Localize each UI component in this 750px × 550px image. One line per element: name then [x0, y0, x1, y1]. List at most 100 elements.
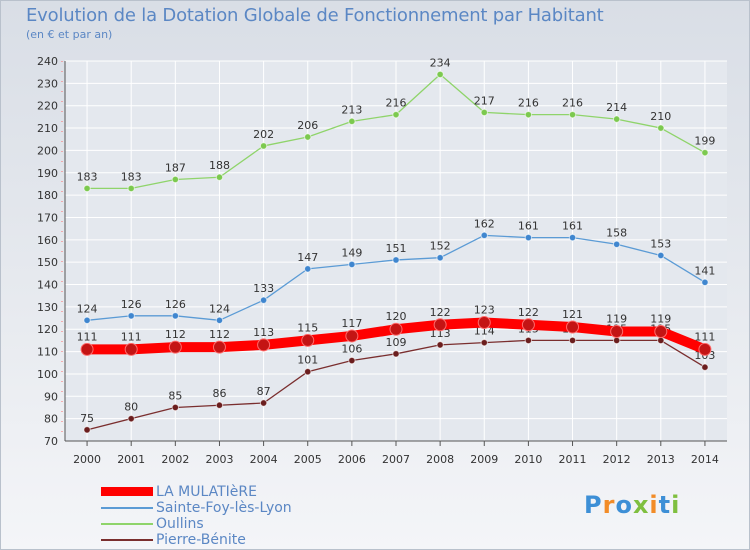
data-label-oullins-2004: 202: [253, 128, 274, 141]
data-label-sainte-foy-l-s-lyon-2014: 141: [694, 264, 715, 277]
point-la-mulati-re-2011: [566, 320, 580, 334]
data-label-pierre-b-nite-2003: 86: [212, 387, 226, 400]
legend-swatch-pierre-benite: [101, 539, 153, 541]
x-tick-label-2011: 2011: [559, 453, 587, 466]
x-tick-label-2000: 2000: [73, 453, 101, 466]
logo-letter: i: [671, 491, 681, 519]
point-la-mulati-re-2008: [433, 318, 447, 332]
x-tick-label-2007: 2007: [382, 453, 410, 466]
data-label-la-mulati-re-2002: 112: [165, 328, 186, 341]
point-pierre-b-nite-2014: [701, 363, 709, 371]
chart-title: Evolution de la Dotation Globale de Fonc…: [26, 5, 604, 26]
point-oullins-2010: [524, 110, 533, 119]
point-pierre-b-nite-2013: [657, 336, 665, 345]
data-label-oullins-2005: 206: [297, 119, 318, 132]
data-label-la-mulati-re-2012: 119: [606, 312, 627, 325]
data-label-la-mulati-re-2001: 111: [121, 330, 142, 343]
data-label-sainte-foy-l-s-lyon-2003: 124: [209, 302, 230, 315]
y-tick-label-120: 120: [37, 323, 58, 336]
point-pierre-b-nite-2010: [524, 336, 533, 345]
point-sainte-foy-l-s-lyon-2001: [127, 312, 135, 320]
legend-swatch-sainte-foy-les-lyon: [101, 507, 153, 509]
data-label-pierre-b-nite-2005: 101: [297, 354, 318, 367]
point-sainte-foy-l-s-lyon-2013: [657, 251, 665, 260]
legend-swatch-oullins: [101, 523, 153, 525]
x-tick-label-2012: 2012: [603, 453, 631, 466]
chart-subtitle: (en € et par an): [26, 28, 113, 41]
point-la-mulati-re-2006: [345, 329, 359, 343]
point-pierre-b-nite-2008: [436, 341, 444, 349]
data-label-pierre-b-nite-2007: 109: [386, 336, 407, 349]
data-label-sainte-foy-l-s-lyon-2013: 153: [650, 237, 671, 250]
y-tick-label-240: 240: [37, 55, 58, 68]
x-tick-label-2001: 2001: [117, 453, 145, 466]
x-tick-label-2004: 2004: [250, 453, 278, 466]
y-tick-label-200: 200: [37, 144, 58, 157]
point-pierre-b-nite-2011: [568, 336, 577, 345]
data-label-sainte-foy-l-s-lyon-2011: 161: [562, 220, 583, 233]
data-label-la-mulati-re-2011: 121: [562, 308, 583, 321]
data-label-pierre-b-nite-2000: 75: [80, 412, 94, 425]
data-label-oullins-2013: 210: [650, 110, 671, 123]
point-oullins-2013: [657, 124, 665, 132]
data-label-la-mulati-re-2010: 122: [518, 306, 539, 319]
x-tick-label-2009: 2009: [470, 453, 498, 466]
data-label-oullins-2008: 234: [430, 56, 451, 69]
data-label-oullins-2006: 213: [341, 103, 362, 116]
y-tick-label-140: 140: [37, 279, 58, 292]
data-label-sainte-foy-l-s-lyon-2007: 151: [386, 242, 407, 255]
y-tick-label-190: 190: [37, 167, 58, 180]
point-oullins-2012: [612, 115, 621, 123]
proxiti-logo: Proxiti: [584, 491, 680, 519]
point-oullins-2007: [392, 110, 400, 119]
data-label-la-mulati-re-2003: 112: [209, 328, 230, 341]
y-tick-label-80: 80: [44, 413, 58, 426]
legend-label-sainte-foy-les-lyon: Sainte-Foy-lès-Lyon: [156, 500, 292, 516]
legend-label-la-mulatiere: LA MULATIèRE: [156, 484, 257, 500]
point-oullins-2009: [480, 108, 488, 117]
data-label-la-mulati-re-2005: 115: [297, 321, 318, 334]
point-oullins-2014: [701, 148, 709, 157]
logo-letter: t: [658, 491, 672, 519]
point-pierre-b-nite-2001: [127, 414, 135, 423]
legend-label-oullins: Oullins: [156, 516, 204, 532]
point-la-mulati-re-2005: [301, 333, 315, 347]
point-la-mulati-re-2010: [521, 318, 535, 332]
data-label-pierre-b-nite-2002: 85: [168, 389, 182, 402]
point-sainte-foy-l-s-lyon-2010: [524, 233, 533, 242]
data-label-la-mulati-re-2008: 122: [430, 306, 451, 319]
point-sainte-foy-l-s-lyon-2011: [568, 233, 577, 242]
point-la-mulati-re-2002: [168, 340, 182, 354]
x-tick-label-2010: 2010: [514, 453, 542, 466]
logo-letter: i: [649, 491, 659, 519]
point-la-mulati-re-2009: [477, 316, 491, 330]
point-pierre-b-nite-2000: [83, 426, 91, 434]
point-sainte-foy-l-s-lyon-2007: [392, 256, 400, 264]
data-label-la-mulati-re-2007: 120: [386, 310, 407, 323]
x-tick-label-2014: 2014: [691, 453, 719, 466]
point-oullins-2011: [568, 110, 577, 119]
point-pierre-b-nite-2004: [259, 399, 268, 407]
point-oullins-2004: [259, 142, 268, 150]
data-label-oullins-2007: 216: [386, 97, 407, 110]
data-label-sainte-foy-l-s-lyon-2008: 152: [430, 240, 451, 253]
point-sainte-foy-l-s-lyon-2005: [304, 265, 312, 273]
data-label-sainte-foy-l-s-lyon-2012: 158: [606, 226, 627, 239]
y-tick-label-220: 220: [37, 100, 58, 113]
point-la-mulati-re-2003: [212, 340, 226, 354]
point-oullins-2003: [215, 173, 224, 181]
data-label-la-mulati-re-2006: 117: [341, 317, 362, 330]
y-tick-label-180: 180: [37, 189, 58, 202]
y-tick-label-170: 170: [37, 211, 58, 224]
point-sainte-foy-l-s-lyon-2003: [215, 316, 224, 324]
point-la-mulati-re-2014: [698, 342, 712, 356]
y-tick-label-160: 160: [37, 234, 58, 247]
data-label-pierre-b-nite-2009: 114: [474, 325, 495, 338]
point-sainte-foy-l-s-lyon-2009: [480, 231, 488, 240]
legend-swatch-la-mulatiere: [101, 487, 153, 496]
y-tick-label-110: 110: [37, 346, 58, 359]
point-pierre-b-nite-2002: [171, 403, 180, 412]
point-oullins-2006: [348, 117, 356, 126]
point-pierre-b-nite-2009: [480, 338, 488, 347]
